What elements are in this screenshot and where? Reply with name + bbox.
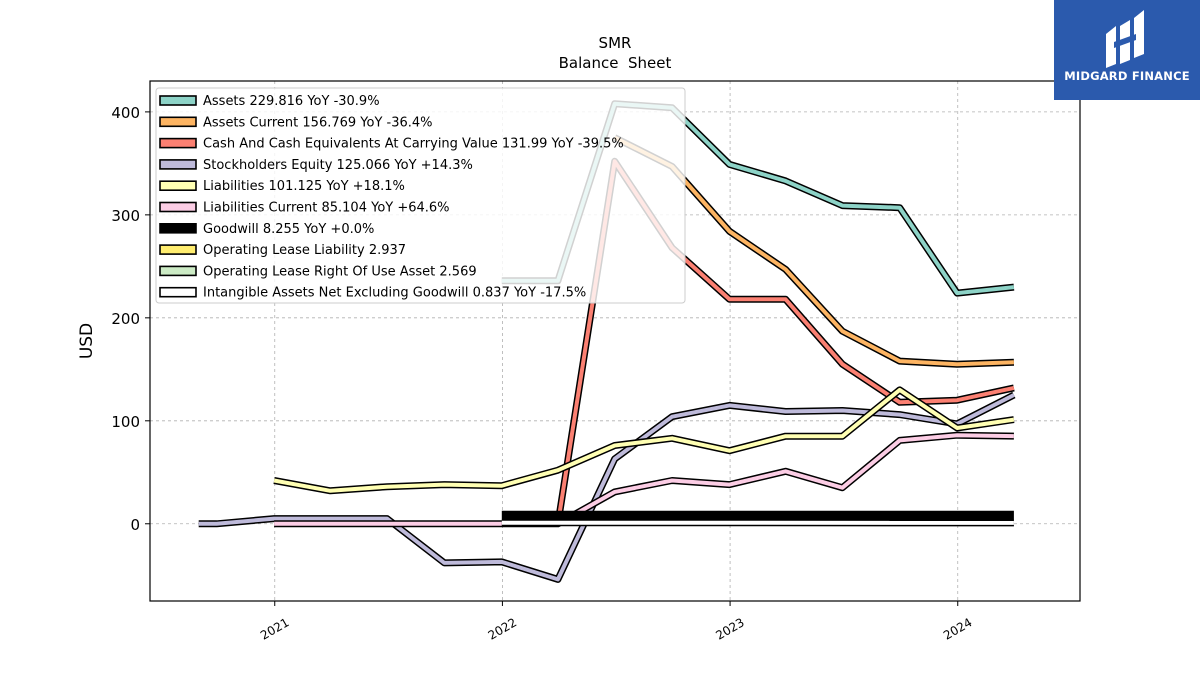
legend-swatch	[159, 159, 197, 170]
y-tick-label: 0	[130, 516, 140, 534]
legend-box	[155, 87, 686, 304]
y-tick-label: 200	[111, 310, 140, 328]
chart-subtitle: Balance Sheet	[559, 54, 672, 72]
x-tick-label: 2021	[258, 615, 291, 642]
logo: MIDGARD FINANCE	[1054, 0, 1200, 100]
legend-label: Assets 229.816 YoY -30.9%	[203, 94, 380, 109]
legend-label: Stockholders Equity 125.066 YoY +14.3%	[203, 158, 473, 173]
logo-mark-icon	[1106, 10, 1144, 68]
legend-label: Intangible Assets Net Excluding Goodwill…	[203, 286, 586, 301]
y-tick-label: 300	[111, 207, 140, 225]
x-tick-label: 2024	[941, 615, 974, 642]
y-tick-label: 400	[111, 104, 140, 122]
legend-swatch	[159, 95, 197, 106]
y-tick-label: 100	[111, 413, 140, 431]
x-tick-label: 2023	[713, 615, 746, 642]
legend-swatch	[159, 180, 197, 191]
legend-label: Cash And Cash Equivalents At Carrying Va…	[203, 137, 624, 152]
legend-swatch	[159, 244, 197, 255]
legend-swatch	[159, 286, 197, 298]
plot-frame	[149, 80, 1081, 602]
legend-label: Goodwill 8.255 YoY +0.0%	[203, 222, 374, 237]
legend-label: Liabilities 101.125 YoY +18.1%	[203, 179, 405, 194]
legend-label: Assets Current 156.769 YoY -36.4%	[203, 115, 433, 130]
series-line-liabilities	[273, 387, 1015, 493]
y-axis-label: USD	[77, 323, 97, 359]
x-tick-label: 2022	[486, 615, 519, 642]
legend-swatch	[159, 265, 197, 277]
legend-swatch	[159, 137, 197, 149]
legend-swatch	[159, 116, 197, 128]
legend-label: Liabilities Current 85.104 YoY +64.6%	[203, 201, 450, 216]
legend-label: Operating Lease Right Of Use Asset 2.569	[203, 264, 477, 279]
series-outline-liabilities-current	[274, 431, 1014, 528]
series-line-liabilities-current	[274, 433, 1014, 526]
series-line-stockholders-equity	[198, 393, 1015, 582]
legend-swatch	[159, 223, 197, 234]
legend: Assets 229.816 YoY -30.9% Assets Current …	[155, 87, 686, 304]
logo-text: MIDGARD FINANCE	[1064, 69, 1190, 83]
legend-label: Operating Lease Liability 2.937	[203, 243, 406, 258]
chart-title: SMR	[599, 34, 632, 52]
legend-swatch	[159, 201, 197, 213]
